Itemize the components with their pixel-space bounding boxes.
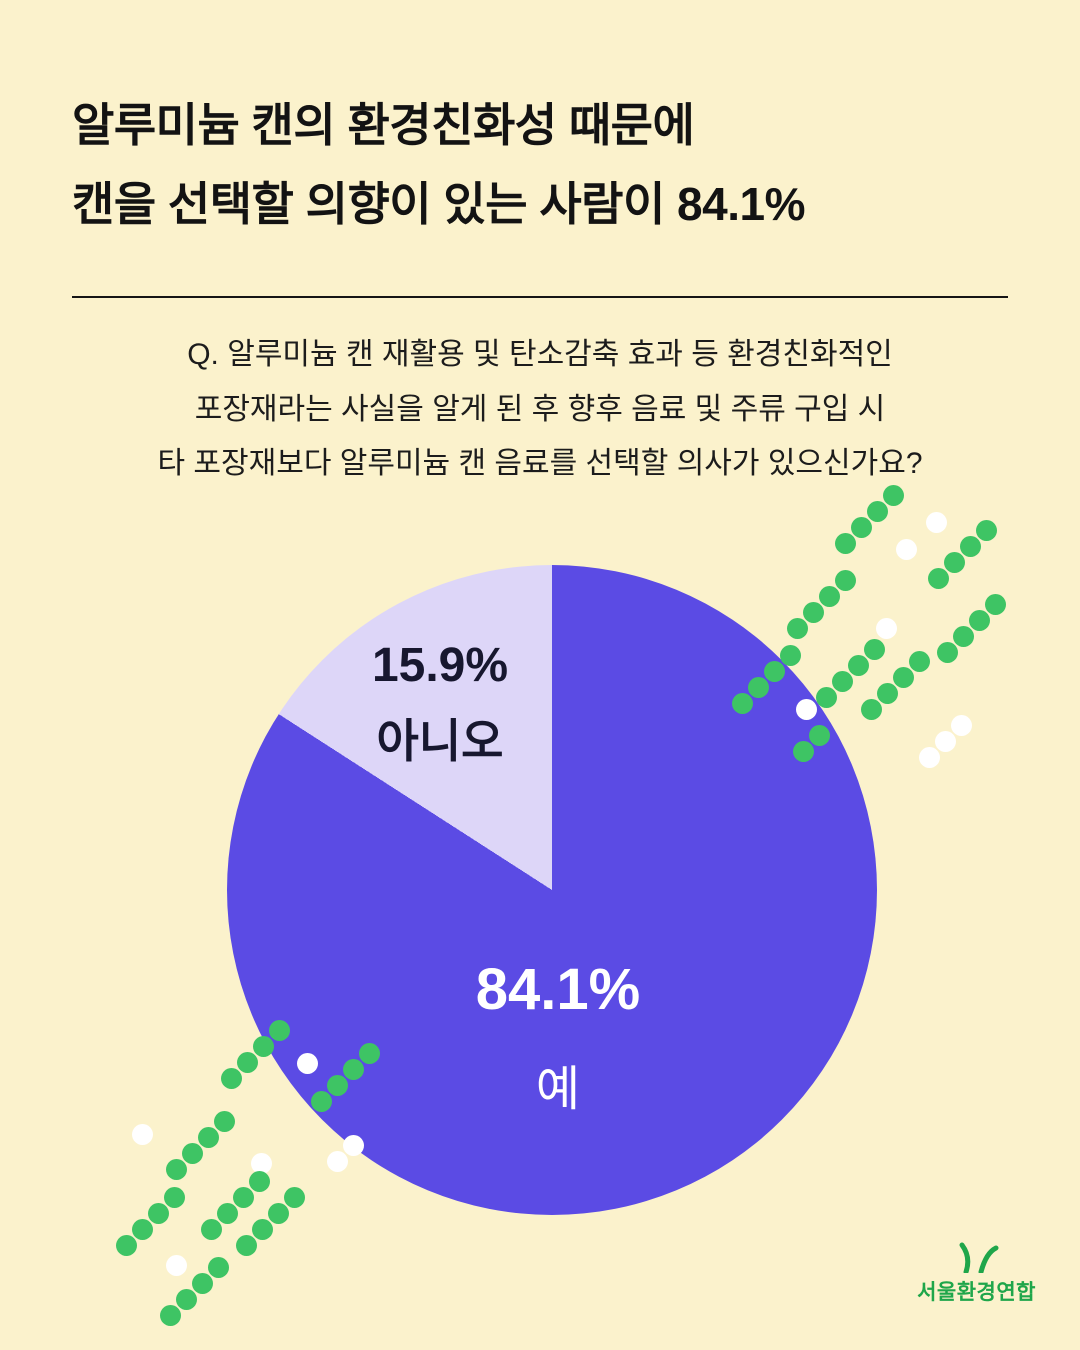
decor-dot: [786, 617, 808, 639]
survey-question: Q. 알루미늄 캔 재활용 및 탄소감축 효과 등 환경친화적인 포장재라는 사…: [40, 328, 1040, 492]
decor-dot: [267, 1202, 289, 1224]
decor-dot: [834, 569, 856, 591]
decor-dot: [163, 1186, 185, 1208]
decor-dot: [936, 641, 958, 663]
decor-dot: [950, 714, 972, 736]
decor-dot: [115, 1234, 137, 1256]
decor-dot: [147, 1202, 169, 1224]
pie-label-yes: 84.1% 예: [398, 956, 718, 1119]
decor-dot: [165, 1158, 187, 1180]
decor-dot: [908, 650, 930, 672]
sprout-icon: [959, 1242, 999, 1273]
decor-dot: [875, 617, 897, 639]
decor-dot: [232, 1186, 254, 1208]
decor-dot: [213, 1110, 235, 1132]
decor-dot: [131, 1123, 153, 1145]
no-label: 아니오: [376, 715, 504, 767]
decor-dot: [863, 638, 885, 660]
decor-dot: [975, 519, 997, 541]
decor-dot: [200, 1218, 222, 1240]
pie-label-no: 15.9% 아니오: [320, 638, 560, 771]
headline-line1: 알루미늄 캔의 환경친화성 때문에: [72, 99, 695, 151]
decor-dot: [250, 1152, 272, 1174]
decor-dot: [927, 567, 949, 589]
decor-dot: [283, 1186, 305, 1208]
decor-dot: [866, 500, 888, 522]
decor-dot: [968, 609, 990, 631]
decor-dot: [197, 1126, 219, 1148]
decor-dot: [934, 730, 956, 752]
headline: 알루미늄 캔의 환경친화성 때문에 캔을 선택할 의향이 있는 사람이 84.1…: [72, 86, 806, 244]
decor-dot: [952, 625, 974, 647]
decor-dot: [959, 535, 981, 557]
decor-dot: [892, 666, 914, 688]
decor-dot: [925, 511, 947, 533]
decor-dot: [235, 1234, 257, 1256]
decor-dot: [860, 698, 882, 720]
decor-dot: [918, 746, 940, 768]
decor-dot: [236, 1051, 258, 1073]
yes-percentage: 84.1%: [475, 957, 641, 1022]
headline-line2: 캔을 선택할 의향이 있는 사람이 84.1%: [72, 178, 806, 231]
decor-dot: [165, 1254, 187, 1276]
decor-dot: [850, 516, 872, 538]
decor-dot: [181, 1142, 203, 1164]
logo: 서울환경연합: [917, 1239, 1036, 1306]
decor-dot: [216, 1202, 238, 1224]
decor-dot: [175, 1288, 197, 1310]
decor-dot: [831, 670, 853, 692]
decor-dot: [818, 585, 840, 607]
logo-text: 서울환경연합: [917, 1281, 1036, 1304]
decor-dot: [984, 593, 1006, 615]
decor-dot: [191, 1272, 213, 1294]
decor-dot: [895, 538, 917, 560]
survey-question-line2: 포장재라는 사실을 알게 된 후 향후 음료 및 주류 구입 시: [194, 392, 886, 426]
decor-dot: [847, 654, 869, 676]
decor-dot: [326, 1150, 348, 1172]
decor-dot: [251, 1218, 273, 1240]
divider: [72, 296, 1008, 298]
decor-dot: [876, 682, 898, 704]
decor-dot: [207, 1256, 229, 1278]
decor-dot: [834, 532, 856, 554]
decor-dot: [943, 551, 965, 573]
decor-dot: [220, 1067, 242, 1089]
survey-question-line3: 타 포장재보다 알루미늄 캔 음료를 선택할 의사가 있으신가요?: [157, 447, 923, 481]
survey-question-line1: Q. 알루미늄 캔 재활용 및 탄소감축 효과 등 환경친화적인: [187, 338, 893, 371]
decor-dot: [802, 601, 824, 623]
decor-dot: [131, 1218, 153, 1240]
decor-dot: [248, 1170, 270, 1192]
decor-dot: [159, 1304, 181, 1326]
yes-label: 예: [535, 1063, 581, 1116]
no-percentage: 15.9%: [371, 639, 509, 692]
